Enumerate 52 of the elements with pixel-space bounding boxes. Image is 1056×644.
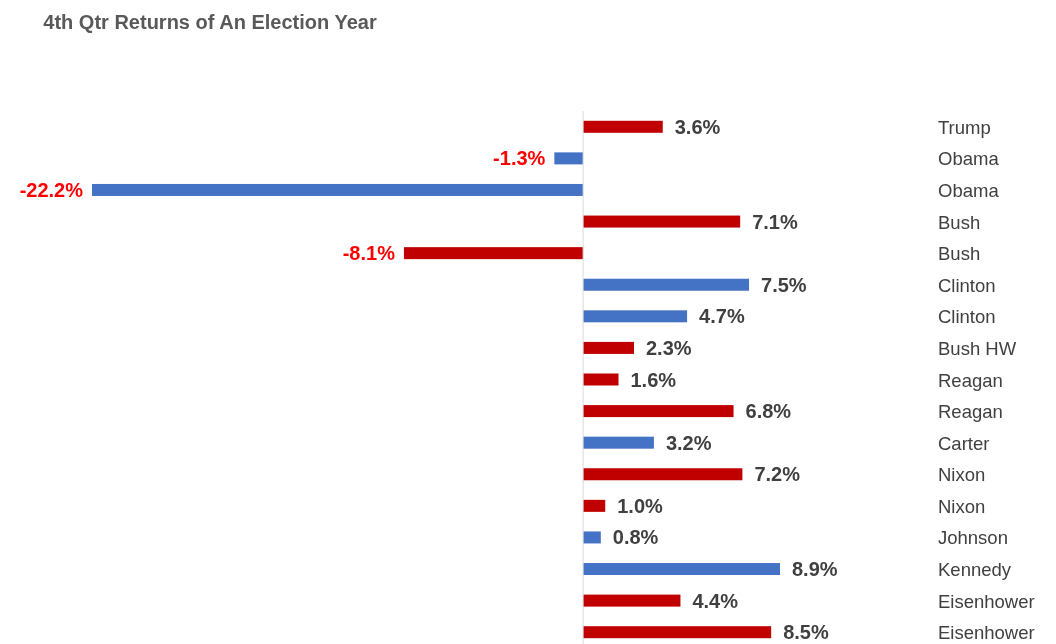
y-tick-label: Eisenhower (938, 590, 1035, 612)
bar (583, 405, 734, 418)
data-label: 6.8% (745, 400, 792, 423)
y-tick-label: Obama (938, 179, 1000, 201)
data-label: 4.7% (699, 305, 745, 328)
y-tick-label: Reagan (938, 401, 1003, 423)
data-label: 7.1% (752, 210, 798, 233)
bar (583, 626, 772, 639)
chart-title: 4th Qtr Returns of An Election Year (43, 11, 377, 33)
y-tick-label: Nixon (938, 495, 986, 517)
y-tick-label: Johnson (938, 527, 1008, 549)
bar (583, 436, 654, 449)
bar (583, 341, 634, 354)
bar (583, 499, 606, 512)
y-tick-label: Reagan (938, 369, 1003, 391)
data-label: 3.6% (674, 115, 721, 138)
bar (583, 594, 681, 607)
bar (583, 531, 601, 544)
data-label: 7.5% (761, 273, 807, 296)
data-label: -1.3% (493, 147, 546, 170)
data-label: 8.9% (792, 558, 838, 581)
bar (403, 247, 584, 260)
y-tick-label: Obama (938, 148, 1000, 170)
bar (583, 373, 619, 386)
y-tick-label: Bush (938, 211, 981, 233)
data-label: 4.4% (692, 589, 739, 612)
y-tick-label: Trump (938, 116, 991, 138)
y-tick-label: Eisenhower (938, 622, 1035, 644)
bar (554, 152, 584, 165)
bar (583, 278, 750, 291)
bar (583, 563, 780, 576)
data-label: 0.8% (612, 526, 659, 549)
bar (583, 120, 663, 133)
y-tick-label: Nixon (938, 464, 986, 486)
bar (583, 215, 741, 228)
y-tick-label: Bush HW (938, 337, 1017, 359)
data-label: 2.3% (645, 336, 692, 359)
y-tick-label: Bush (938, 243, 981, 265)
data-label: 8.5% (783, 621, 829, 644)
bar (583, 310, 688, 323)
data-label: -22.2% (19, 178, 84, 201)
bar (92, 183, 584, 196)
y-tick-label: Carter (938, 432, 990, 454)
data-label: 1.6% (630, 368, 677, 391)
data-label: -8.1% (342, 242, 396, 265)
y-tick-label: Kennedy (938, 559, 1012, 581)
bar (583, 468, 743, 481)
y-tick-label: Clinton (938, 306, 996, 328)
y-tick-label: Clinton (938, 274, 996, 296)
data-label: 7.2% (754, 463, 801, 486)
data-label: 1.0% (617, 494, 664, 517)
data-label: 3.2% (665, 431, 712, 454)
